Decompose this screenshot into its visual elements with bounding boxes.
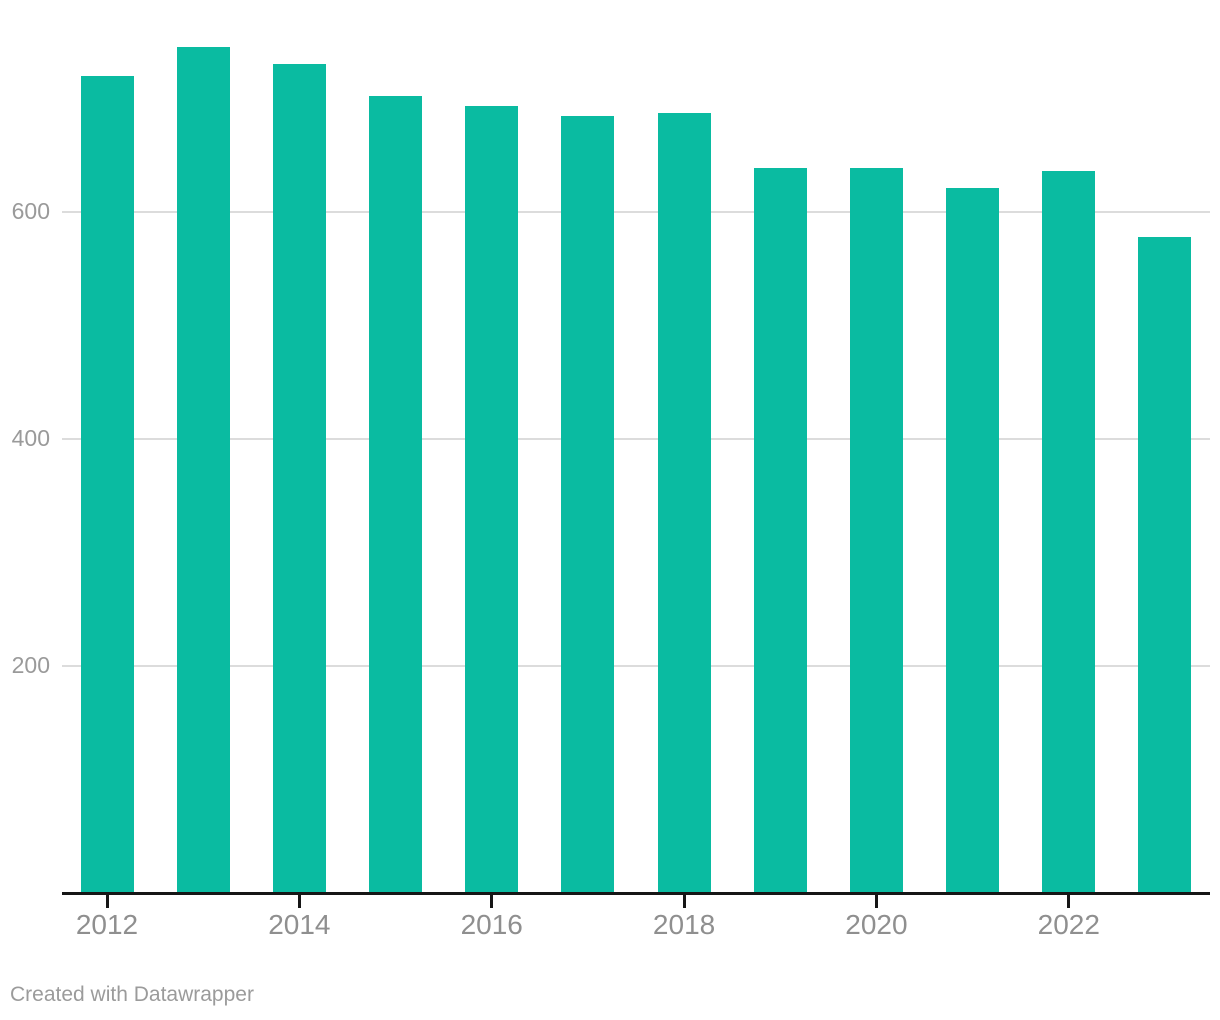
x-axis-label-2014: 2014 xyxy=(268,909,331,940)
x-tick-2018 xyxy=(682,893,686,908)
bar-2022[interactable] xyxy=(1042,171,1096,893)
x-tick-2016 xyxy=(490,893,494,908)
x-axis-label-2018: 2018 xyxy=(652,909,716,940)
x-tick-2022 xyxy=(1067,893,1071,908)
bar-2015[interactable] xyxy=(369,96,423,893)
bar-2021[interactable] xyxy=(946,188,1000,893)
datawrapper-credit-link[interactable]: Created with Datawrapper xyxy=(10,983,254,1006)
x-tick-2014 xyxy=(297,893,301,908)
x-tick-2020 xyxy=(874,893,878,908)
y-gridline-600 xyxy=(62,211,1210,213)
x-tick-2012 xyxy=(105,893,109,908)
bar-2012[interactable] xyxy=(80,76,134,893)
y-axis-label-600: 600 xyxy=(11,198,50,224)
x-axis-label-2022: 2022 xyxy=(1037,909,1100,940)
x-axis-label-2016: 2016 xyxy=(460,909,523,940)
bar-2019[interactable] xyxy=(753,168,807,893)
y-gridline-400 xyxy=(62,438,1210,440)
x-axis-label-2020: 2020 xyxy=(845,909,908,940)
x-axis-label-2012: 2012 xyxy=(75,909,139,940)
bar-2018[interactable] xyxy=(657,113,711,893)
x-axis-line xyxy=(62,892,1210,895)
y-axis-label-400: 400 xyxy=(11,425,50,451)
bar-2016[interactable] xyxy=(465,106,519,893)
bar-2013[interactable] xyxy=(176,47,230,893)
bar-2023[interactable] xyxy=(1138,237,1192,893)
bar-2017[interactable] xyxy=(561,116,615,893)
bar-2014[interactable] xyxy=(272,64,326,893)
bar-2020[interactable] xyxy=(849,168,903,893)
y-axis-label-200: 200 xyxy=(11,652,50,678)
y-gridline-200 xyxy=(62,665,1210,667)
